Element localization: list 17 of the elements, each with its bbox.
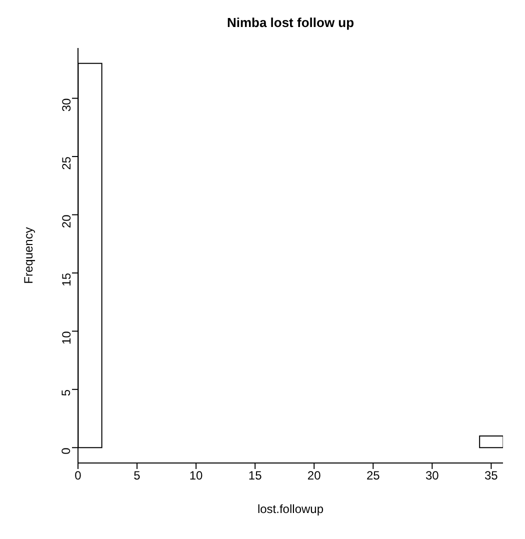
y-tick-label: 5 xyxy=(59,389,74,396)
x-tick-label: 10 xyxy=(189,468,204,483)
x-tick-label: 5 xyxy=(134,468,141,483)
x-tick-label: 35 xyxy=(484,468,498,483)
x-tick-label: 30 xyxy=(425,468,440,483)
y-tick-label: 25 xyxy=(59,156,74,170)
y-tick-label: 10 xyxy=(59,330,74,345)
x-tick-label: 25 xyxy=(366,468,380,483)
x-tick-label: 15 xyxy=(248,468,262,483)
x-axis-title: lost.followup xyxy=(257,502,324,516)
y-tick-label: 15 xyxy=(59,272,74,286)
x-tick-label: 20 xyxy=(307,468,322,483)
chart-title: Nimba lost follow up xyxy=(226,14,356,32)
y-tick-label: 0 xyxy=(59,447,74,454)
y-tick-label: 30 xyxy=(59,98,74,112)
y-axis-title: Frequency xyxy=(21,227,36,284)
y-tick-label: 20 xyxy=(59,214,74,228)
